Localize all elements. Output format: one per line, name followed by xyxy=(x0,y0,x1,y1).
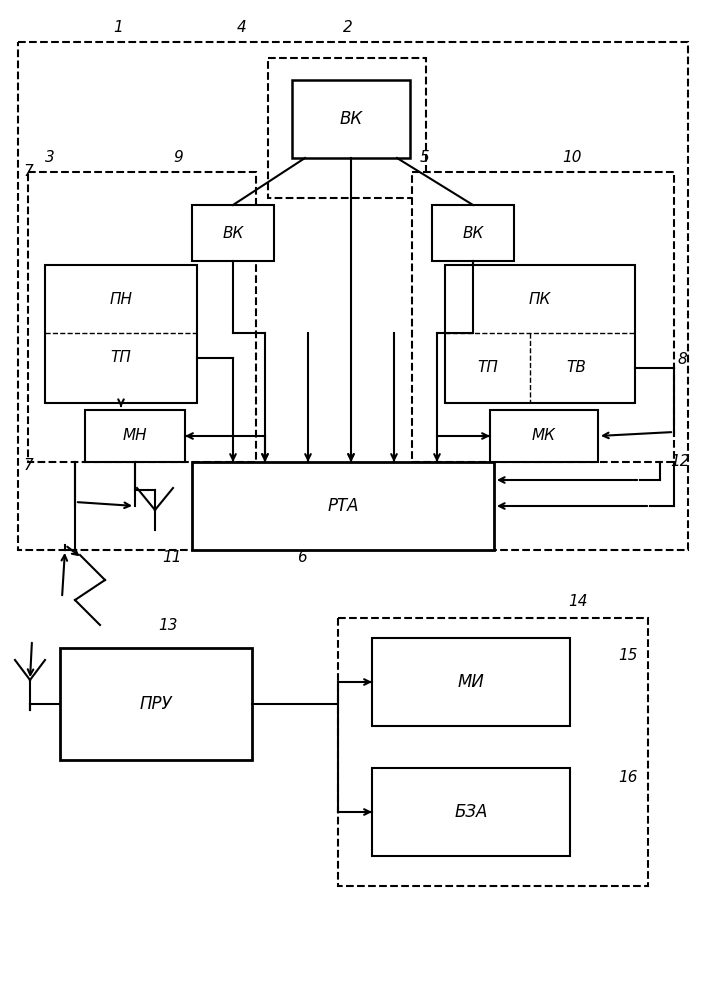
Text: МИ: МИ xyxy=(457,673,484,691)
Bar xyxy=(490,410,598,462)
Text: 5: 5 xyxy=(420,150,430,165)
Text: 13: 13 xyxy=(158,617,177,633)
Text: ТП: ТП xyxy=(110,351,132,365)
Text: БЗА: БЗА xyxy=(455,803,488,821)
Text: РТА: РТА xyxy=(327,497,358,515)
Text: 11: 11 xyxy=(162,550,182,566)
Text: 6: 6 xyxy=(297,550,307,566)
Bar xyxy=(338,618,648,886)
Text: 3: 3 xyxy=(45,150,55,165)
Bar xyxy=(432,205,514,261)
Text: 2: 2 xyxy=(343,20,353,35)
Text: ПН: ПН xyxy=(110,292,132,306)
Bar xyxy=(28,172,256,462)
Bar xyxy=(372,638,570,726)
Bar xyxy=(45,265,197,403)
Text: ТП: ТП xyxy=(477,360,498,375)
Text: 14: 14 xyxy=(568,594,588,609)
Bar xyxy=(18,42,688,550)
Text: 15: 15 xyxy=(618,648,638,662)
Bar xyxy=(372,768,570,856)
Bar xyxy=(60,648,252,760)
Bar xyxy=(445,265,635,403)
Text: 8: 8 xyxy=(677,353,687,367)
Bar xyxy=(85,410,185,462)
Text: 4: 4 xyxy=(237,20,247,35)
Text: 7: 7 xyxy=(23,164,33,180)
Text: 10: 10 xyxy=(562,150,582,165)
Text: ВК: ВК xyxy=(222,226,244,240)
Text: ПК: ПК xyxy=(529,292,551,306)
Bar xyxy=(268,58,426,198)
Text: 7: 7 xyxy=(23,458,33,474)
Text: ВК: ВК xyxy=(339,110,363,128)
Text: ВК: ВК xyxy=(462,226,484,240)
Text: 16: 16 xyxy=(618,770,638,786)
Text: МН: МН xyxy=(123,428,147,444)
Bar xyxy=(192,462,494,550)
Text: ПРУ: ПРУ xyxy=(140,695,173,713)
Text: 9: 9 xyxy=(173,150,183,165)
Text: ТВ: ТВ xyxy=(566,360,586,375)
Bar xyxy=(192,205,274,261)
Bar xyxy=(412,172,674,462)
Text: 1: 1 xyxy=(113,20,123,35)
Text: 12: 12 xyxy=(670,454,690,470)
Text: МК: МК xyxy=(532,428,556,444)
Bar xyxy=(292,80,410,158)
